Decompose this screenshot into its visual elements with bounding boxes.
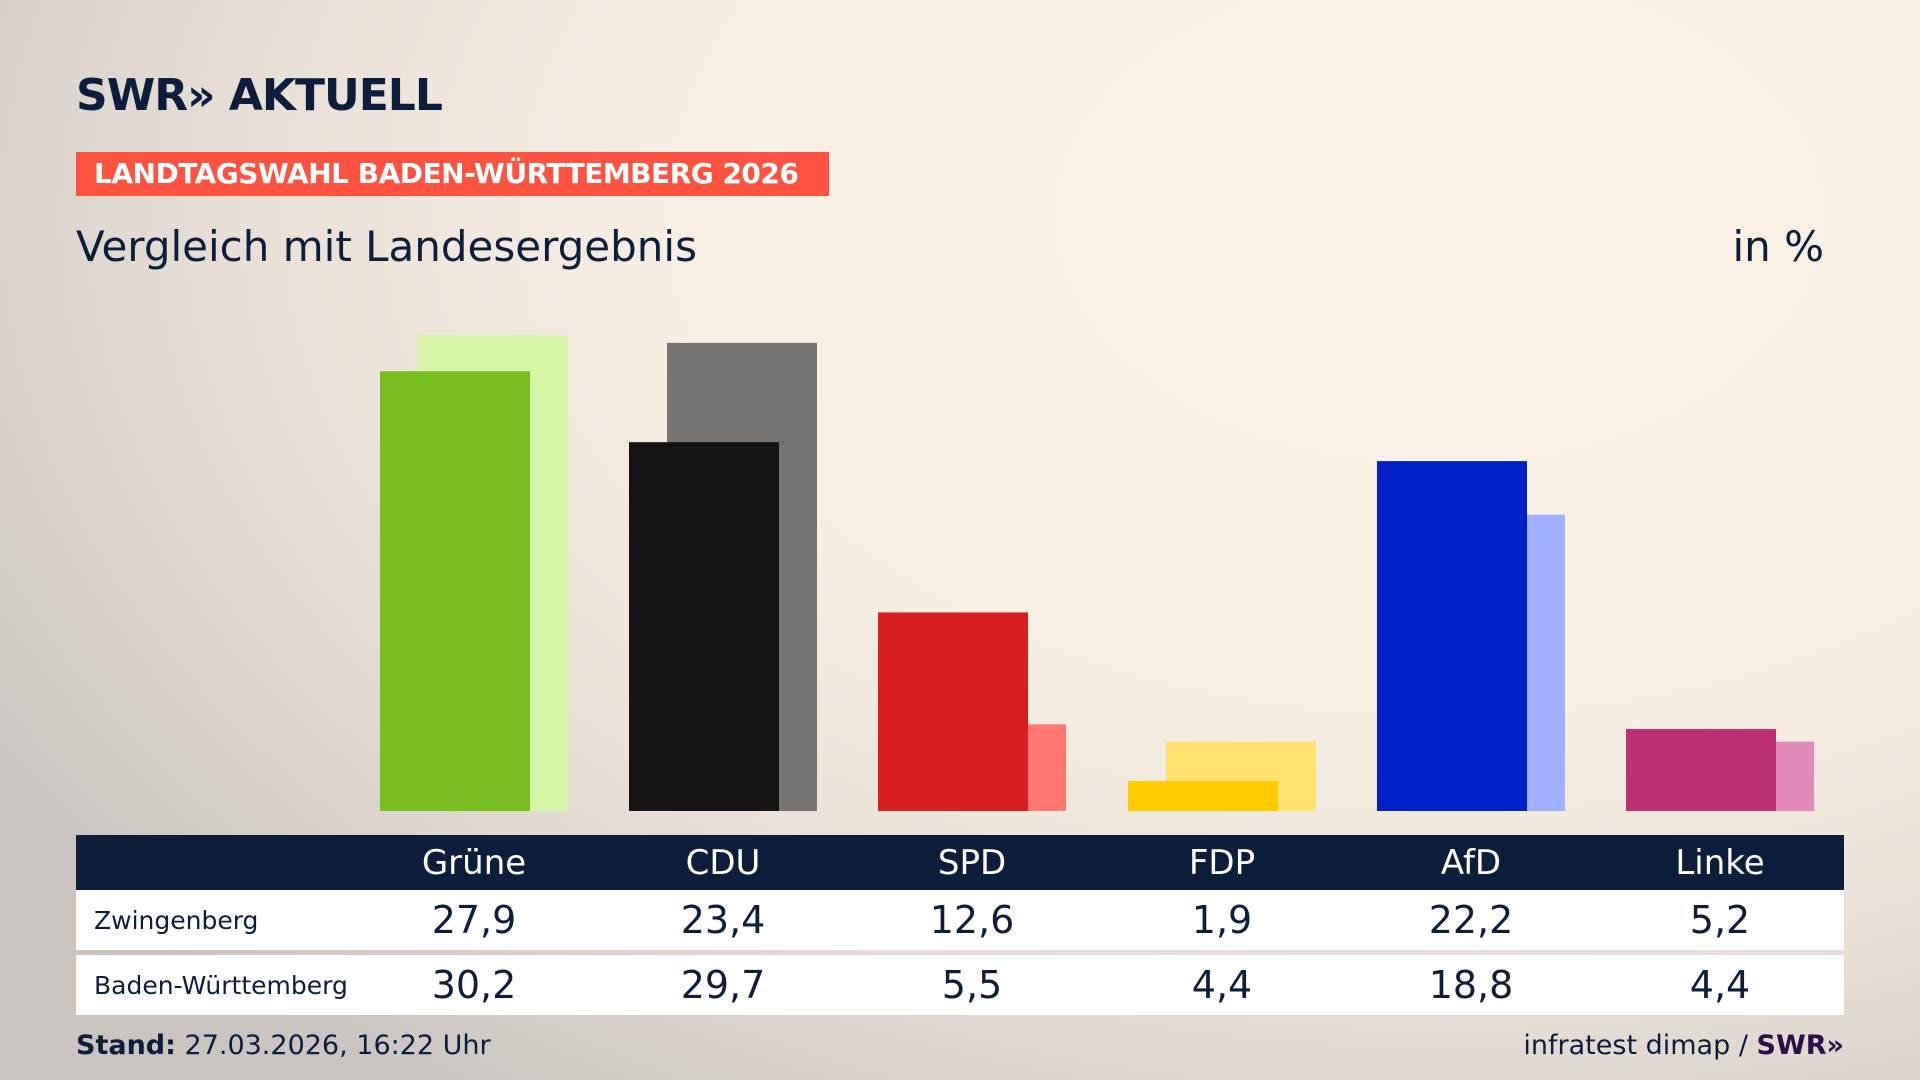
bar-chart (380, 335, 1814, 811)
table-row: Zwingenberg 27,9 23,4 12,6 1,9 22,2 5,2 (76, 890, 1844, 950)
value-cell: 5,2 (1689, 898, 1751, 942)
row-label: Baden-Württemberg (94, 970, 348, 1000)
column-header: CDU (685, 842, 761, 883)
column-header: Linke (1675, 842, 1765, 883)
election-banner: LANDTAGSWAHL BADEN-WÜRTTEMBERG 2026 (76, 152, 829, 196)
table-row: Baden-Württemberg 30,2 29,7 5,5 4,4 18,8 4,4 (76, 955, 1844, 1015)
stand-label: Stand: (76, 1030, 176, 1061)
bar-grüne-local (380, 371, 530, 811)
chart-subtitle: Vergleich mit Landesergebnis (76, 222, 697, 271)
swr-logo-small: SWR» (1756, 1030, 1844, 1061)
value-cell: 23,4 (680, 898, 766, 942)
results-table: Grüne CDU SPD FDP AfD Linke Zwingenberg 27,9 2… (76, 835, 1844, 1015)
source-text: infratest dimap / (1523, 1030, 1748, 1061)
bar-fdp-local (1128, 781, 1278, 811)
value-cell: 1,9 (1191, 898, 1253, 942)
column-header: AfD (1440, 842, 1502, 883)
bar-linke-local (1626, 729, 1776, 811)
row-label: Zwingenberg (94, 905, 259, 935)
bar-afd-local (1377, 461, 1527, 811)
value-cell: 12,6 (929, 898, 1015, 942)
bar-spd-local (878, 612, 1028, 811)
column-header: FDP (1188, 842, 1256, 883)
timestamp: Stand: 27.03.2026, 16:22 Uhr (76, 1030, 491, 1061)
column-header: SPD (937, 842, 1007, 883)
swr-aktuell-logo: SWR» AKTUELL (76, 70, 443, 121)
table-header: Grüne CDU SPD FDP AfD Linke (76, 835, 1844, 890)
column-header: Grüne (421, 842, 527, 883)
value-cell: 29,7 (680, 963, 766, 1007)
value-cell: 5,5 (941, 963, 1003, 1007)
bar-cdu-local (629, 442, 779, 811)
value-cell: 22,2 (1428, 898, 1514, 942)
value-cell: 18,8 (1428, 963, 1514, 1007)
source: infratest dimap / SWR» (1523, 1030, 1844, 1061)
stand-value: 27.03.2026, 16:22 Uhr (184, 1030, 491, 1061)
value-cell: 4,4 (1689, 963, 1751, 1007)
value-cell: 30,2 (431, 963, 517, 1007)
value-cell: 4,4 (1191, 963, 1253, 1007)
unit-label: in % (1732, 222, 1824, 271)
value-cell: 27,9 (431, 898, 517, 942)
